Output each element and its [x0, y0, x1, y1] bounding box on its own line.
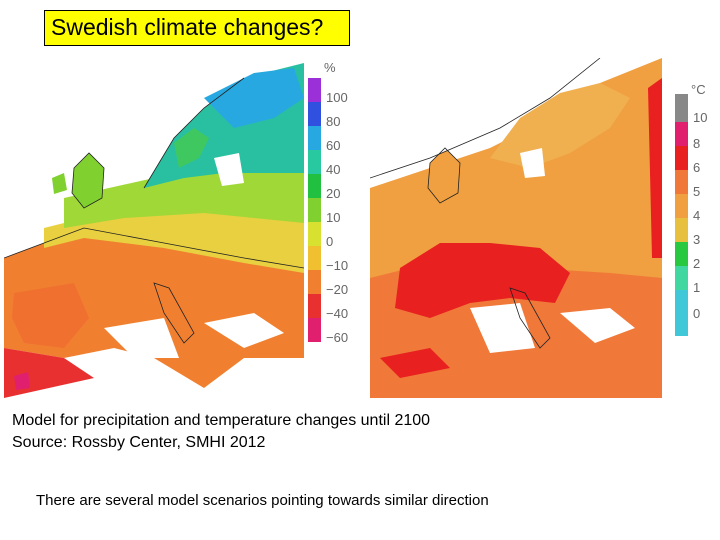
- scale-label: 100: [326, 90, 348, 105]
- scale-label: 80: [326, 114, 341, 129]
- caption-line-1: Model for precipitation and temperature …: [12, 412, 431, 429]
- temperature-unit: °C: [691, 82, 706, 97]
- scale-label: −10: [326, 258, 349, 273]
- scale-swatch: [675, 242, 688, 266]
- scale-label: 10: [326, 210, 341, 225]
- scale-label: 0: [693, 306, 701, 321]
- scale-swatch: [675, 170, 688, 194]
- scale-label: 60: [326, 138, 341, 153]
- scale-swatch: [308, 270, 321, 294]
- scale-swatch: [308, 198, 321, 222]
- scale-swatch: [675, 290, 688, 336]
- scale-swatch: [308, 318, 321, 342]
- scale-swatch: [675, 146, 688, 170]
- scale-swatch: [308, 222, 321, 246]
- scale-swatch: [308, 78, 321, 102]
- scale-label: 1: [693, 280, 701, 295]
- scale-label: 3: [693, 232, 701, 247]
- scale-label: 5: [693, 184, 701, 199]
- scale-label: 20: [326, 186, 341, 201]
- scale-swatch: [308, 294, 321, 318]
- scale-label: 0: [326, 234, 334, 249]
- scale-swatch: [675, 122, 688, 146]
- scale-swatch: [675, 266, 688, 290]
- scale-label: 40: [326, 162, 341, 177]
- figure-caption: Model for precipitation and temperature …: [12, 410, 430, 454]
- scale-swatch: [675, 218, 688, 242]
- scale-label: 4: [693, 208, 701, 223]
- scale-swatch: [675, 194, 688, 218]
- scale-swatch: [308, 126, 321, 150]
- precipitation-change-map: [4, 58, 312, 398]
- slide-title: Swedish climate changes?: [44, 10, 350, 46]
- scale-label: 8: [693, 136, 701, 151]
- scale-label: −20: [326, 282, 349, 297]
- scale-swatch: [308, 246, 321, 270]
- scenario-note: There are several model scenarios pointi…: [36, 492, 489, 509]
- scale-label: 10: [693, 110, 708, 125]
- scale-swatch: [308, 174, 321, 198]
- scale-label: 6: [693, 160, 701, 175]
- scale-swatch: [675, 94, 688, 122]
- scale-label: −60: [326, 330, 349, 345]
- caption-line-2: Source: Rossby Center, SMHI 2012: [12, 434, 266, 451]
- scale-swatch: [308, 150, 321, 174]
- scale-label: −40: [326, 306, 349, 321]
- scale-label: 2: [693, 256, 701, 271]
- temperature-change-map: [370, 58, 662, 398]
- scale-swatch: [308, 102, 321, 126]
- precipitation-unit: %: [324, 60, 336, 75]
